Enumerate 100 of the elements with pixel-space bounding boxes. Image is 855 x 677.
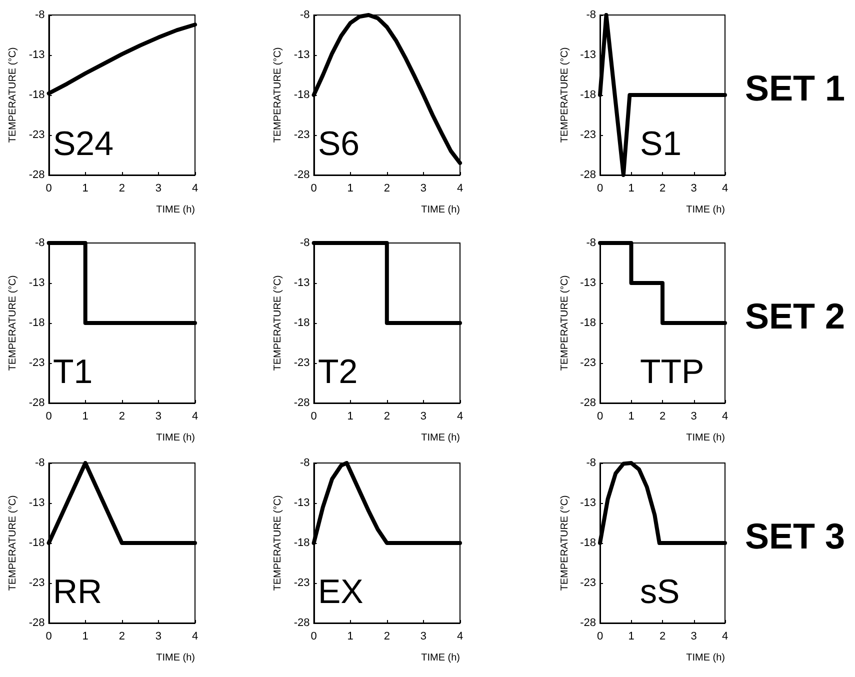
text: SET 1: [744, 68, 846, 108]
x-tick-label: 0: [46, 410, 52, 422]
y-tick-label: -28: [294, 397, 310, 409]
x-tick-label: 4: [722, 630, 728, 642]
y-tick-label: -18: [580, 537, 596, 549]
x-axis-title: TIME (h): [156, 432, 195, 444]
x-tick-label: 0: [310, 410, 317, 422]
y-tick-label: -28: [28, 617, 45, 629]
x-tick-label: 2: [659, 182, 666, 194]
y-tick-label: -8: [586, 457, 596, 469]
annotation: TTP: [640, 353, 704, 391]
y-tick-label: -13: [28, 277, 45, 289]
y-tick-label: -23: [28, 357, 45, 369]
x-tick-label: 4: [722, 410, 728, 422]
x-tick-label: 0: [310, 630, 317, 642]
x-tick-label: 2: [384, 182, 390, 194]
x-tick-label: 1: [628, 182, 634, 194]
y-tick-label: -18: [580, 317, 596, 329]
annotation: S1: [640, 125, 682, 163]
y-tick-label: -13: [294, 277, 310, 289]
annotation: S24: [53, 125, 114, 163]
x-tick-label: 3: [155, 182, 162, 194]
x-axis-title: TIME (h): [156, 652, 195, 664]
y-tick-label: -13: [580, 277, 596, 289]
x-tick-label: 0: [46, 630, 52, 642]
y-tick-label: -28: [28, 169, 45, 181]
x-tick-label: 3: [690, 630, 697, 642]
x-tick-label: 2: [384, 630, 390, 642]
x-tick-label: 2: [384, 410, 390, 422]
x-axis-title: TIME (h): [421, 204, 460, 216]
y-axis-title: TEMPERATURE (°C): [8, 47, 18, 143]
y-tick-label: -18: [294, 317, 310, 329]
y-tick-label: -23: [580, 577, 596, 589]
x-axis-title: TIME (h): [686, 204, 725, 216]
y-tick-label: -23: [28, 577, 45, 589]
y-tick-label: -13: [28, 497, 45, 509]
x-tick-label: 4: [456, 630, 464, 642]
x-tick-label: 1: [347, 410, 354, 422]
y-tick-label: -23: [28, 129, 45, 141]
y-tick-label: -23: [294, 357, 310, 369]
x-tick-label: 1: [82, 410, 88, 422]
x-tick-label: 3: [690, 182, 697, 194]
x-tick-label: 0: [596, 182, 604, 194]
x-tick-label: 4: [722, 182, 728, 194]
annotation: T1: [53, 353, 93, 391]
x-tick-label: 4: [456, 410, 464, 422]
x-tick-label: 4: [192, 410, 198, 422]
y-tick-label: -28: [580, 397, 596, 409]
y-tick-label: -8: [35, 237, 45, 249]
y-tick-label: -28: [294, 169, 310, 181]
y-tick-label: -8: [586, 9, 596, 21]
y-tick-label: -13: [294, 497, 310, 509]
y-tick-label: -23: [580, 357, 596, 369]
x-axis-title: TIME (h): [421, 652, 460, 664]
y-tick-label: -18: [580, 89, 596, 101]
x-tick-label: 3: [155, 410, 162, 422]
annotation: sS: [640, 573, 680, 611]
y-tick-label: -8: [35, 457, 45, 469]
y-axis-title: TEMPERATURE (°C): [8, 495, 18, 591]
x-tick-label: 3: [420, 630, 427, 642]
x-tick-label: 2: [118, 630, 125, 642]
y-tick-label: -18: [28, 89, 45, 101]
x-axis-title: TIME (h): [686, 432, 725, 444]
x-tick-label: 1: [347, 630, 354, 642]
x-tick-label: 4: [456, 182, 464, 194]
x-tick-label: 1: [82, 182, 88, 194]
x-tick-label: 2: [659, 630, 666, 642]
x-tick-label: 0: [310, 182, 317, 194]
y-tick-label: -28: [580, 617, 596, 629]
y-axis-title: TEMPERATURE (°C): [272, 495, 284, 591]
x-tick-label: 3: [690, 410, 697, 422]
annotation: EX: [318, 573, 364, 611]
x-tick-label: 3: [155, 630, 162, 642]
annotation: T2: [318, 353, 358, 391]
y-tick-label: -28: [580, 169, 596, 181]
y-axis-title: TEMPERATURE (°C): [272, 275, 284, 371]
y-tick-label: -18: [294, 89, 310, 101]
x-tick-label: 0: [596, 410, 604, 422]
y-tick-label: -8: [300, 457, 310, 469]
y-tick-label: -28: [28, 397, 45, 409]
y-tick-label: -23: [294, 577, 310, 589]
x-tick-label: 1: [628, 630, 634, 642]
y-tick-label: -13: [580, 497, 596, 509]
x-tick-label: 0: [596, 630, 604, 642]
y-tick-label: -13: [28, 49, 45, 61]
x-tick-label: 4: [192, 630, 198, 642]
y-axis-title: TEMPERATURE (°C): [560, 275, 570, 371]
x-tick-label: 2: [118, 182, 125, 194]
x-tick-label: 1: [628, 410, 634, 422]
x-tick-label: 2: [659, 410, 666, 422]
y-tick-label: -23: [580, 129, 596, 141]
y-tick-label: -8: [300, 237, 310, 249]
y-tick-label: -8: [35, 9, 45, 21]
y-axis-title: TEMPERATURE (°C): [272, 47, 284, 143]
y-tick-label: -18: [28, 317, 45, 329]
y-tick-label: -13: [580, 49, 596, 61]
annotation: RR: [53, 573, 102, 611]
x-tick-label: 0: [46, 182, 52, 194]
annotation: S6: [318, 125, 360, 163]
x-tick-label: 4: [192, 182, 198, 194]
